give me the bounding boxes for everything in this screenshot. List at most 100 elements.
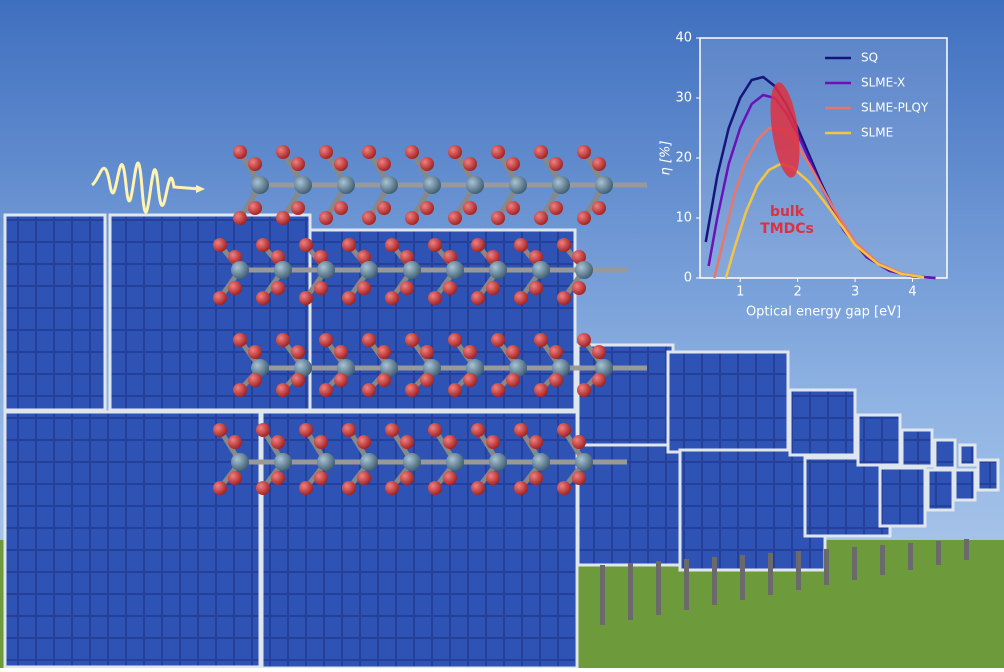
panel <box>955 470 975 500</box>
post <box>684 559 689 610</box>
atom-s <box>233 333 247 347</box>
atom-s <box>314 281 328 295</box>
atom-s <box>319 211 333 225</box>
atom-s <box>443 281 457 295</box>
atom-s <box>428 291 442 305</box>
atom-s <box>291 345 305 359</box>
atom-s <box>420 157 434 171</box>
atom-s <box>506 157 520 171</box>
atom-s <box>276 145 290 159</box>
atom-m <box>489 261 507 279</box>
atom-s <box>213 291 227 305</box>
atom-s <box>233 383 247 397</box>
atom-s <box>357 471 371 485</box>
atom-s <box>276 383 290 397</box>
atom-m <box>317 453 335 471</box>
x-tick-label: 3 <box>851 285 859 300</box>
atom-s <box>377 373 391 387</box>
atom-s <box>529 435 543 449</box>
atom-m <box>403 261 421 279</box>
post <box>908 543 913 570</box>
atom-s <box>471 238 485 252</box>
atom-s <box>443 471 457 485</box>
panel <box>902 430 932 466</box>
atom-s <box>557 423 571 437</box>
post <box>712 557 717 605</box>
atom-s <box>428 481 442 495</box>
atom-s <box>228 281 242 295</box>
panel <box>680 450 825 570</box>
atom-s <box>228 435 242 449</box>
atom-s <box>334 373 348 387</box>
atom-s <box>299 481 313 495</box>
atom-s <box>471 423 485 437</box>
atom-m <box>251 176 269 194</box>
atom-s <box>299 238 313 252</box>
atom-m <box>552 176 570 194</box>
atom-s <box>248 201 262 215</box>
post <box>796 551 801 590</box>
y-tick-label: 0 <box>684 271 692 286</box>
atom-s <box>405 383 419 397</box>
post <box>628 563 633 620</box>
panel <box>5 412 260 667</box>
atom-s <box>557 238 571 252</box>
atom-m <box>360 261 378 279</box>
atom-s <box>577 383 591 397</box>
atom-s <box>377 157 391 171</box>
atom-s <box>491 383 505 397</box>
atom-s <box>420 345 434 359</box>
atom-s <box>213 423 227 437</box>
atom-s <box>319 383 333 397</box>
annotation: TMDCs <box>760 221 814 237</box>
atom-s <box>514 291 528 305</box>
panel <box>5 215 105 410</box>
atom-s <box>529 471 543 485</box>
atom-s <box>342 291 356 305</box>
atom-m <box>575 261 593 279</box>
atom-s <box>377 345 391 359</box>
atom-s <box>405 145 419 159</box>
atom-s <box>514 481 528 495</box>
y-tick-label: 10 <box>675 211 692 226</box>
atom-s <box>276 333 290 347</box>
atom-s <box>572 435 586 449</box>
x-tick-label: 1 <box>736 285 744 300</box>
atom-s <box>572 281 586 295</box>
atom-s <box>420 373 434 387</box>
y-tick-label: 40 <box>675 31 692 46</box>
atom-s <box>514 423 528 437</box>
atom-s <box>491 333 505 347</box>
atom-s <box>592 373 606 387</box>
atom-s <box>271 471 285 485</box>
atom-s <box>342 238 356 252</box>
atom-s <box>291 201 305 215</box>
atom-s <box>592 345 606 359</box>
legend-label: SLME <box>861 126 893 140</box>
atom-s <box>233 211 247 225</box>
post <box>740 555 745 600</box>
atom-s <box>405 333 419 347</box>
atom-s <box>463 201 477 215</box>
panel <box>928 470 953 510</box>
atom-s <box>299 291 313 305</box>
atom-s <box>428 238 442 252</box>
atom-s <box>385 481 399 495</box>
atom-s <box>514 238 528 252</box>
atom-s <box>213 238 227 252</box>
atom-s <box>385 423 399 437</box>
panel <box>858 415 900 465</box>
atom-m <box>509 176 527 194</box>
atom-s <box>362 383 376 397</box>
legend-label: SQ <box>861 51 878 65</box>
post <box>852 547 857 580</box>
legend-label: SLME-X <box>861 76 905 90</box>
atom-s <box>299 423 313 437</box>
atom-m <box>446 261 464 279</box>
atom-m <box>575 453 593 471</box>
panel <box>880 468 925 526</box>
atom-s <box>291 157 305 171</box>
atom-s <box>256 481 270 495</box>
scene: 0102030401234Optical energy gap [eV]η [%… <box>0 0 1004 668</box>
